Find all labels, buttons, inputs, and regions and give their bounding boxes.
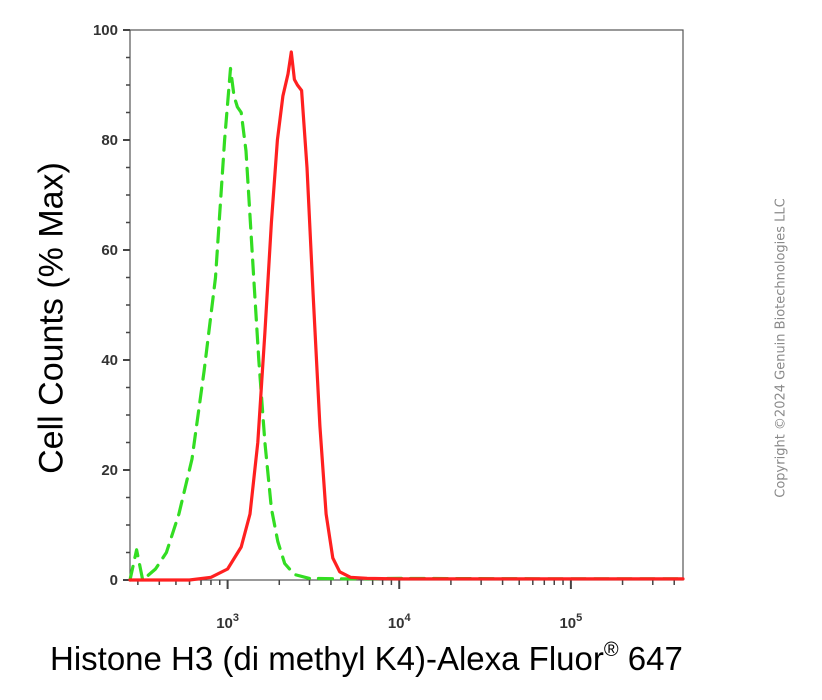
y-tick-label: 100	[93, 22, 118, 39]
x-tick-label: 105	[559, 612, 582, 632]
y-tick-label: 60	[101, 242, 118, 259]
y-tick-label: 80	[101, 132, 118, 149]
x-tick-label: 104	[388, 612, 412, 632]
y-axis-label: Cell Counts (% Max)	[32, 162, 71, 474]
x-axis-label-suffix: 647	[618, 640, 683, 677]
x-tick-label: 103	[216, 612, 239, 632]
y-tick-label: 0	[110, 572, 118, 589]
x-axis-label-main: Histone H3 (di methyl K4)-Alexa Fluor	[50, 640, 604, 677]
x-axis-label: Histone H3 (di methyl K4)-Alexa Fluor® 6…	[50, 639, 683, 678]
y-tick-label: 20	[101, 462, 118, 479]
series-line-solid	[128, 50, 685, 582]
registered-mark: ®	[603, 639, 619, 661]
copyright-watermark: Copyright ©2024 Genuin Biotechnologies L…	[773, 198, 789, 498]
y-tick-label: 40	[101, 352, 118, 369]
series-line-dashed	[128, 66, 685, 582]
